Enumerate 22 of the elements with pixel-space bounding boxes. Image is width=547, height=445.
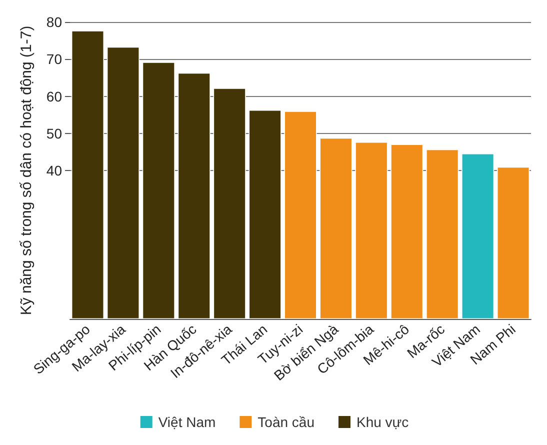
- bar: [142, 62, 175, 319]
- y-tick-label: 50: [46, 125, 62, 142]
- bar: [178, 72, 210, 319]
- bar: [355, 142, 388, 319]
- y-axis-title: Kỹ năng số trong số dân có hoạt động (1-7): [18, 26, 35, 316]
- bar: [71, 30, 104, 319]
- bar: [248, 110, 282, 319]
- bar: [106, 46, 140, 319]
- bar: [461, 153, 494, 319]
- y-tick-label: 40: [46, 162, 62, 178]
- y-tick-label: 70: [46, 51, 62, 68]
- legend-label: Khu vực: [356, 414, 409, 430]
- bar: [496, 166, 530, 319]
- bar: [390, 144, 424, 319]
- y-tick-label: 80: [46, 14, 62, 30]
- bar: [284, 111, 317, 319]
- legend-label: Toàn cầu: [258, 414, 314, 430]
- legend-label: Việt Nam: [158, 414, 216, 430]
- bar: [320, 138, 352, 319]
- bar: [213, 88, 246, 319]
- bar: [426, 149, 459, 319]
- y-tick-label: 60: [46, 88, 62, 104]
